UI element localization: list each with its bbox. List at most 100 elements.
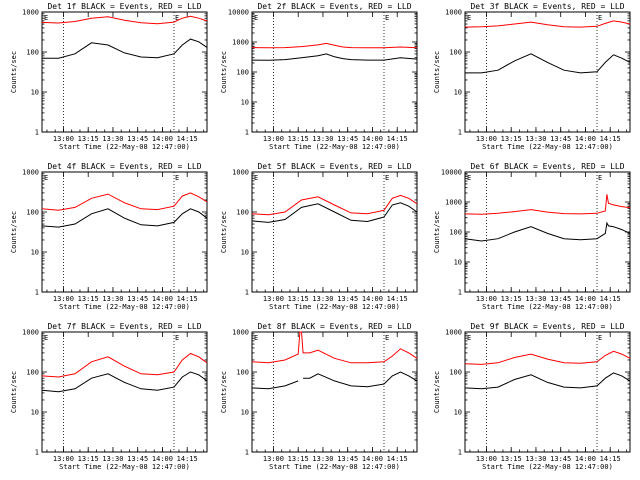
x-tick-label: 14:00 [362, 135, 383, 143]
x-tick-label: 13:30 [102, 455, 123, 463]
y-axis-label: Counts/sec [10, 371, 18, 413]
y-tick-label: 1 [458, 129, 462, 137]
x-tick-label: 13:45 [337, 295, 358, 303]
x-tick-label: 13:15 [288, 295, 309, 303]
e-marker-left: E [254, 14, 258, 22]
plot-frame [464, 331, 631, 453]
y-tick-label: 1000 [232, 169, 249, 177]
x-tick-label: 14:00 [152, 295, 173, 303]
series-line-events [465, 53, 631, 74]
x-tick-label: 13:00 [476, 295, 497, 303]
y-tick-label: 1 [35, 289, 39, 297]
panel-title: Det 5f BLACK = Events, RED = LLD [257, 162, 411, 171]
y-tick-label: 10 [241, 409, 249, 417]
y-axis-label: Counts/sec [433, 371, 441, 413]
e-marker-right: E [385, 334, 389, 342]
x-axis-label: Start Time (22-May-08 12:47:00) [59, 303, 190, 311]
plot-frame [251, 331, 418, 453]
x-tick-label: 14:15 [600, 135, 621, 143]
y-tick-label: 1000 [22, 9, 39, 17]
y-tick-label: 100 [26, 369, 39, 377]
e-marker-left: E [44, 334, 48, 342]
y-tick-label: 100 [26, 209, 39, 217]
e-marker-left: E [44, 174, 48, 182]
x-tick-label: 14:15 [600, 295, 621, 303]
panel-title: Det 8f BLACK = Events, RED = LLD [257, 322, 411, 331]
panel-title: Det 7f BLACK = Events, RED = LLD [47, 322, 201, 331]
panel-2: Det 2f BLACK = Events, RED = LLD 1 10 100 10… [220, 2, 418, 151]
series-line-lld [41, 352, 208, 378]
plot-frame [464, 11, 631, 133]
x-tick-label: 13:45 [127, 455, 148, 463]
y-axis-label: Counts/sec [220, 211, 228, 253]
x-tick-label: 13:00 [476, 455, 497, 463]
x-tick-label: 14:00 [362, 455, 383, 463]
x-tick-label: 13:45 [550, 135, 571, 143]
e-marker-left: E [44, 14, 48, 22]
x-tick-label: 13:15 [501, 295, 522, 303]
x-axis-label: Start Time (22-May-08 12:47:00) [59, 463, 190, 471]
x-tick-label: 13:30 [102, 295, 123, 303]
x-tick-label: 13:30 [312, 135, 333, 143]
plot-frame [41, 171, 208, 293]
x-axis-label: Start Time (22-May-08 12:47:00) [482, 463, 613, 471]
series-line-events [41, 208, 208, 228]
e-marker-right: E [598, 334, 602, 342]
y-tick-label: 10 [31, 249, 39, 257]
x-tick-label: 13:15 [288, 135, 309, 143]
x-tick-label: 13:00 [53, 295, 74, 303]
x-tick-label: 13:15 [288, 455, 309, 463]
y-tick-label: 100 [449, 229, 462, 237]
x-tick-label: 13:15 [78, 455, 99, 463]
panel-5: Det 5f BLACK = Events, RED = LLD 1 10 100 10… [220, 162, 418, 311]
x-tick-label: 14:15 [177, 295, 198, 303]
y-axis-label: Counts/sec [433, 51, 441, 93]
x-axis-label: Start Time (22-May-08 12:47:00) [269, 143, 400, 151]
panel-title: Det 1f BLACK = Events, RED = LLD [47, 2, 201, 11]
panel-6: Det 6f BLACK = Events, RED = LLD 1 10 100 10… [433, 162, 631, 311]
e-marker-left: E [467, 14, 471, 22]
x-tick-label: 13:30 [525, 455, 546, 463]
panel-9: Det 9f BLACK = Events, RED = LLD 1 10 100 10… [433, 322, 631, 471]
y-axis-label: Counts/sec [10, 211, 18, 253]
x-tick-label: 13:45 [337, 135, 358, 143]
x-tick-label: 14:00 [575, 135, 596, 143]
e-marker-left: E [254, 174, 258, 182]
series-line-events [251, 202, 418, 223]
x-tick-label: 14:15 [177, 135, 198, 143]
x-tick-label: 14:15 [600, 455, 621, 463]
x-tick-label: 13:30 [312, 295, 333, 303]
panel-title: Det 9f BLACK = Events, RED = LLD [470, 322, 624, 331]
x-tick-label: 14:15 [177, 455, 198, 463]
panel-title: Det 3f BLACK = Events, RED = LLD [470, 2, 624, 11]
y-tick-label: 1 [458, 289, 462, 297]
y-tick-label: 10 [31, 409, 39, 417]
x-tick-label: 13:15 [78, 135, 99, 143]
e-marker-right: E [175, 334, 179, 342]
series-line-events [42, 38, 208, 59]
y-tick-label: 1000 [445, 329, 462, 337]
x-axis-label: Start Time (22-May-08 12:47:00) [269, 303, 400, 311]
y-tick-label: 10000 [441, 169, 462, 177]
e-marker-left: E [467, 174, 471, 182]
x-axis-label: Start Time (22-May-08 12:47:00) [269, 463, 400, 471]
series-line-lld [464, 350, 631, 365]
y-tick-label: 10000 [228, 9, 249, 17]
x-tick-label: 14:00 [575, 295, 596, 303]
y-tick-label: 10 [31, 89, 39, 97]
e-marker-right: E [598, 14, 602, 22]
x-tick-label: 13:45 [127, 295, 148, 303]
x-tick-label: 13:15 [501, 455, 522, 463]
y-tick-label: 1000 [445, 9, 462, 17]
y-axis-label: Counts/sec [10, 51, 18, 93]
series-line-lld [251, 331, 418, 364]
x-tick-label: 14:00 [152, 135, 173, 143]
y-axis-label: Counts/sec [220, 371, 228, 413]
x-tick-label: 14:00 [362, 295, 383, 303]
y-tick-label: 10 [454, 89, 462, 97]
series-line-lld [41, 15, 208, 25]
y-tick-label: 1000 [22, 169, 39, 177]
panel-title: Det 4f BLACK = Events, RED = LLD [47, 162, 201, 171]
series-line-lld [464, 20, 631, 28]
